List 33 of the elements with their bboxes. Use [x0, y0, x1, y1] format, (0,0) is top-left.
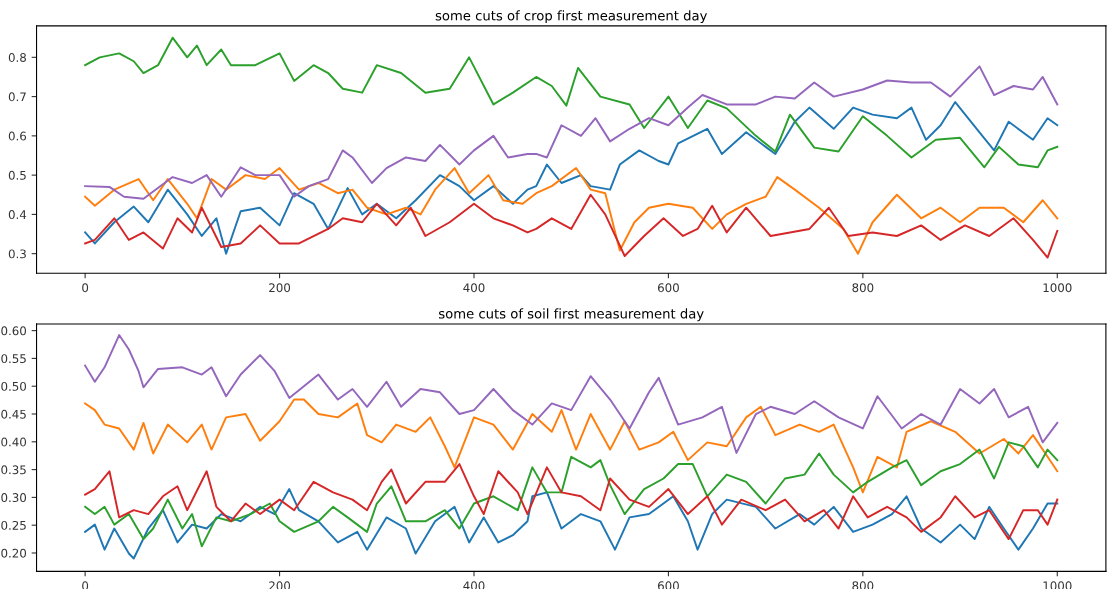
line-series	[84, 101, 1059, 255]
y-tick-label: 0.45	[1, 409, 26, 419]
line-series	[84, 334, 1059, 454]
line-series	[84, 193, 1059, 259]
line-series	[84, 65, 1059, 200]
x-tick-label: 600	[657, 283, 679, 293]
y-tick-label: 0.6	[8, 131, 27, 141]
line-series	[84, 398, 1059, 494]
line-series	[84, 167, 1059, 255]
y-tick-label: 0.25	[1, 520, 26, 530]
x-tick-label: 1000	[1043, 283, 1072, 293]
y-tick-label: 0.7	[8, 92, 26, 102]
y-tick-label: 0.5	[8, 170, 26, 180]
y-tick-label: 0.4	[8, 210, 27, 220]
y-tick-label: 0.50	[1, 381, 27, 391]
y-tick-label: 0.30	[1, 493, 27, 503]
x-tick-label: 200	[269, 283, 291, 293]
line-series	[84, 488, 1059, 560]
x-tick-label: 400	[463, 283, 485, 293]
y-tick-label: 0.8	[8, 53, 26, 62]
x-tick-label: 800	[852, 283, 874, 293]
y-tick-label: 0.40	[1, 437, 27, 447]
line-series	[84, 36, 1059, 169]
y-tick-label: 0.60	[1, 326, 27, 336]
line-series	[84, 441, 1059, 548]
chart-title: some cuts of crop first measurement day	[435, 10, 708, 24]
y-tick-label: 0.55	[1, 354, 26, 364]
chart-title: some cuts of soil first measurement day	[439, 308, 704, 322]
x-tick-label: 0	[82, 283, 89, 293]
y-tick-label: 0.35	[1, 465, 26, 475]
y-tick-label: 0.20	[1, 548, 27, 558]
y-tick-label: 0.3	[8, 249, 26, 259]
line-series	[84, 463, 1059, 541]
